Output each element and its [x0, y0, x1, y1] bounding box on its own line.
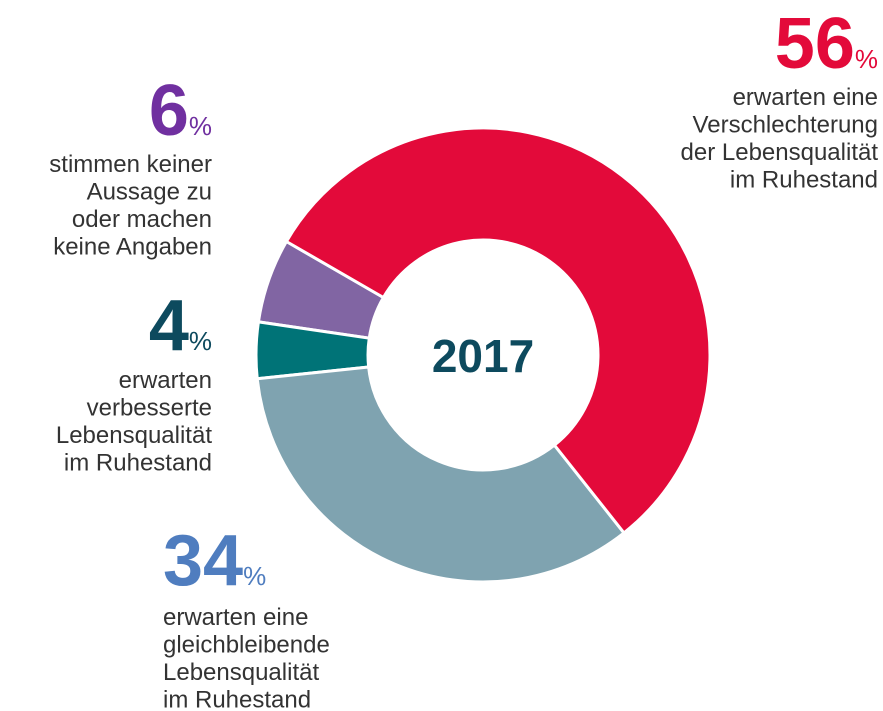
value-label: 4% — [149, 286, 212, 366]
value-unit: % — [189, 326, 212, 356]
category-label: Verschlechterung — [693, 112, 878, 139]
category-label: keine Angaben — [53, 234, 212, 261]
category-label: oder machen — [72, 206, 212, 233]
category-label: im Ruhestand — [163, 687, 311, 711]
category-label: erwarten eine — [163, 604, 308, 631]
category-label: verbesserte — [87, 395, 212, 422]
value-label: 34% — [163, 521, 266, 601]
value-label: 56% — [775, 4, 878, 84]
center-text: 2017 — [432, 330, 534, 382]
value-number: 34 — [163, 521, 243, 601]
category-label: stimmen keiner — [49, 151, 212, 178]
category-label: erwarten eine — [733, 84, 878, 111]
value-number: 6 — [149, 71, 189, 151]
category-label: Aussage zu — [87, 179, 212, 206]
category-label: der Lebensqualität — [681, 139, 879, 166]
category-label: im Ruhestand — [64, 450, 212, 477]
category-label: im Ruhestand — [730, 167, 878, 194]
value-unit: % — [189, 111, 212, 141]
category-label: erwarten — [119, 367, 212, 394]
category-label: gleichbleibende — [163, 632, 330, 659]
donut-slice — [254, 320, 371, 381]
donut-slice — [255, 365, 627, 584]
value-unit: % — [855, 44, 878, 74]
donut-slice — [284, 126, 712, 536]
category-label: Lebensqualität — [56, 422, 212, 449]
category-label: Lebensqualität — [163, 659, 319, 686]
value-number: 4 — [149, 286, 189, 366]
value-number: 56 — [775, 4, 855, 84]
value-label: 6% — [149, 71, 212, 151]
value-unit: % — [243, 561, 266, 591]
